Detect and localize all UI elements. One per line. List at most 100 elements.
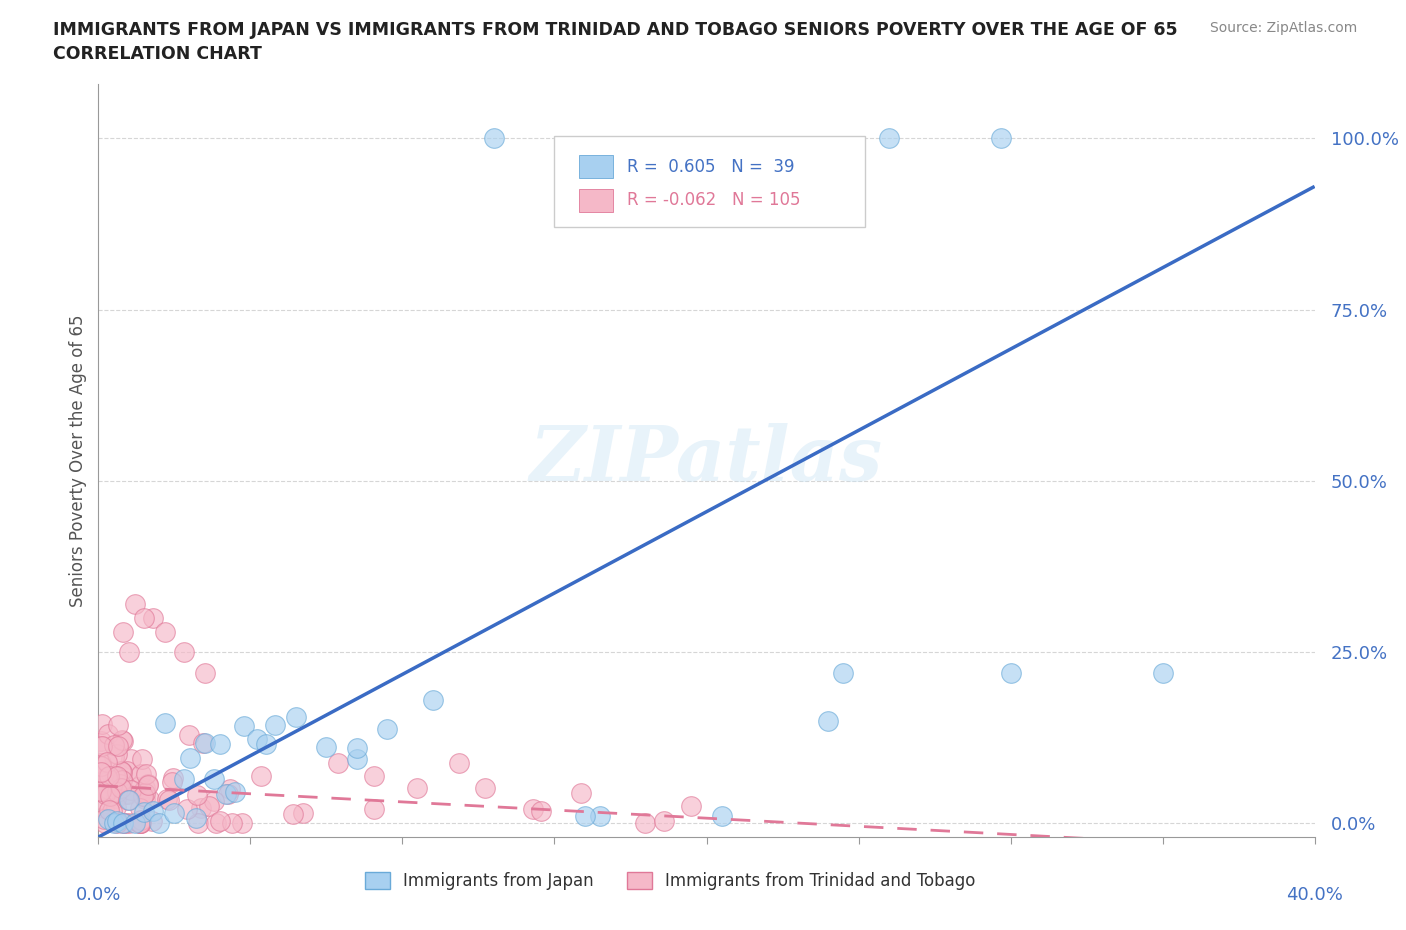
Point	[186, 787, 208, 802]
Point	[129, 816, 152, 830]
Point	[132, 610, 155, 625]
Point	[90, 738, 112, 753]
Point	[96, 755, 118, 770]
Point	[233, 718, 256, 733]
Point	[315, 739, 337, 754]
Text: Source: ZipAtlas.com: Source: ZipAtlas.com	[1209, 21, 1357, 35]
Point	[93, 787, 115, 802]
Point	[97, 803, 120, 817]
Point	[120, 752, 142, 767]
Point	[124, 597, 146, 612]
Point	[90, 791, 112, 806]
Point	[194, 736, 217, 751]
Point	[105, 785, 128, 800]
Point	[224, 785, 246, 800]
Point	[97, 781, 120, 796]
Point	[176, 801, 198, 816]
Point	[94, 816, 117, 830]
Point	[634, 816, 657, 830]
Point	[96, 812, 118, 827]
Point	[90, 739, 112, 754]
Point	[114, 787, 136, 802]
Point	[163, 805, 186, 820]
Point	[173, 771, 195, 786]
Point	[254, 737, 277, 751]
Point	[209, 737, 232, 751]
Point	[114, 816, 136, 830]
Point	[187, 816, 209, 830]
Point	[90, 784, 112, 799]
Text: 40.0%: 40.0%	[1286, 886, 1343, 904]
Point	[474, 780, 496, 795]
Text: CORRELATION CHART: CORRELATION CHART	[53, 45, 263, 62]
Point	[215, 786, 238, 801]
Text: R =  0.605   N =  39: R = 0.605 N = 39	[627, 157, 794, 176]
Text: R = -0.062   N = 105: R = -0.062 N = 105	[627, 192, 801, 209]
Y-axis label: Seniors Poverty Over the Age of 65: Seniors Poverty Over the Age of 65	[69, 314, 87, 606]
Point	[118, 644, 141, 659]
Point	[363, 768, 385, 783]
Point	[832, 665, 855, 680]
Point	[990, 131, 1012, 146]
Legend: Immigrants from Japan, Immigrants from Trinidad and Tobago: Immigrants from Japan, Immigrants from T…	[359, 865, 983, 897]
Point	[291, 805, 314, 820]
Point	[112, 816, 135, 830]
Point	[217, 787, 239, 802]
Point	[129, 766, 152, 781]
Point	[107, 717, 129, 732]
Point	[141, 814, 163, 829]
Point	[90, 771, 112, 786]
Point	[103, 816, 125, 830]
Point	[589, 809, 612, 824]
Point	[132, 805, 155, 820]
Point	[346, 740, 368, 755]
Point	[817, 713, 839, 728]
Point	[135, 767, 157, 782]
Point	[194, 665, 217, 680]
Point	[1152, 665, 1174, 680]
Point	[129, 813, 152, 828]
Point	[97, 726, 120, 741]
Point	[97, 768, 120, 783]
Point	[522, 802, 544, 817]
Point	[90, 765, 112, 780]
Bar	[579, 155, 613, 178]
FancyBboxPatch shape	[554, 137, 865, 227]
Point	[245, 731, 267, 746]
Point	[219, 782, 242, 797]
Point	[710, 809, 733, 824]
Point	[103, 738, 125, 753]
Point	[569, 786, 592, 801]
Point	[681, 799, 703, 814]
Point	[157, 792, 180, 807]
Point	[105, 816, 128, 830]
Point	[281, 807, 304, 822]
Point	[103, 750, 125, 764]
Point	[148, 816, 170, 830]
Point	[103, 779, 125, 794]
Point	[422, 693, 444, 708]
Point	[202, 771, 225, 786]
Point	[209, 814, 232, 829]
Point	[111, 773, 134, 788]
Point	[155, 715, 177, 730]
Point	[447, 755, 470, 770]
Point	[104, 768, 127, 783]
Point	[100, 804, 122, 818]
Point	[652, 814, 675, 829]
Point	[221, 816, 243, 830]
Point	[173, 644, 195, 659]
Point	[90, 758, 112, 773]
Point	[118, 792, 141, 807]
Point	[574, 809, 596, 824]
Text: 0.0%: 0.0%	[76, 886, 121, 904]
Point	[90, 717, 112, 732]
Point	[129, 785, 152, 800]
Point	[111, 816, 134, 830]
Point	[110, 781, 132, 796]
Point	[90, 733, 112, 748]
Point	[105, 768, 128, 783]
Point	[93, 800, 115, 815]
Point	[98, 764, 121, 778]
Point	[482, 131, 505, 146]
